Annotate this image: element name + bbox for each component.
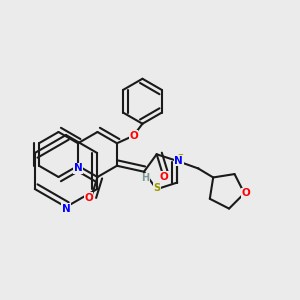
Text: O: O: [160, 172, 169, 182]
Text: N: N: [174, 156, 183, 166]
Text: S: S: [153, 183, 160, 193]
Text: H: H: [141, 173, 149, 183]
Text: O: O: [84, 193, 93, 203]
Text: O: O: [242, 188, 250, 198]
Text: N: N: [61, 203, 70, 214]
Text: O: O: [129, 131, 138, 141]
Text: N: N: [74, 163, 82, 173]
Text: S: S: [176, 154, 183, 164]
